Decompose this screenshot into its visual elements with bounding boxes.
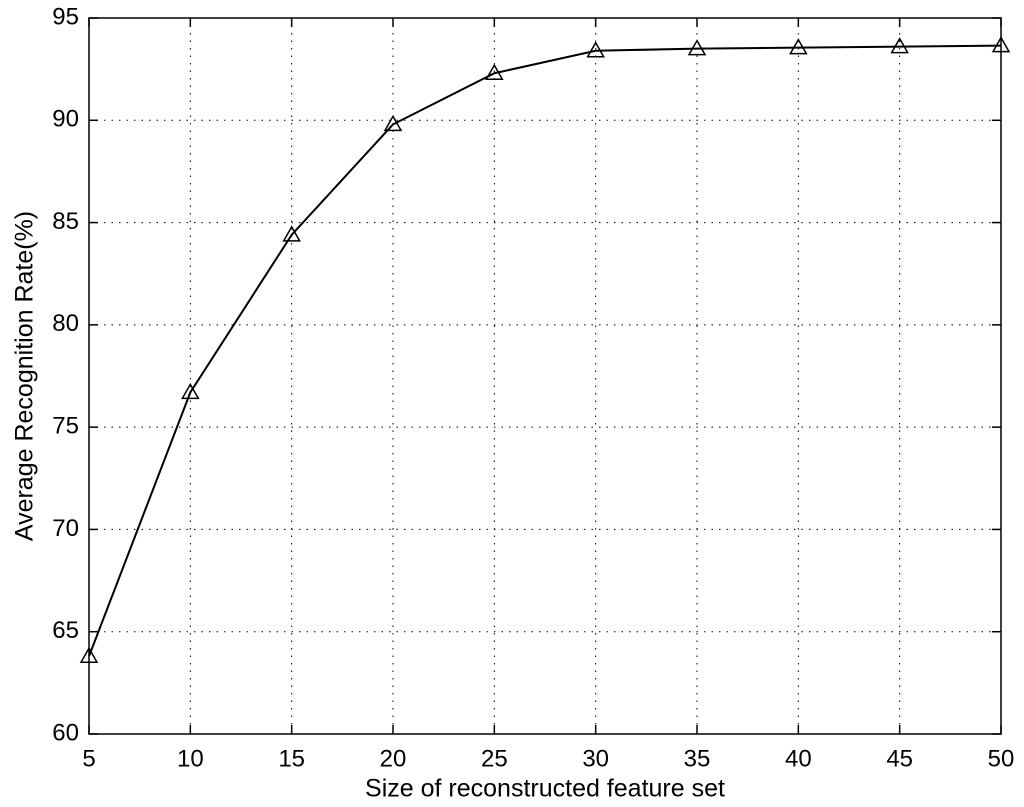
x-tick-label: 35 [684,745,711,772]
x-tick-label: 30 [582,745,609,772]
x-tick-label: 40 [785,745,812,772]
data-line [88,44,1002,657]
y-tick-label: 90 [52,106,79,133]
data-marker [282,225,301,242]
data-marker [890,37,909,54]
data-marker [181,382,200,400]
data-marker [991,36,1011,53]
x-axis-label: Size of reconstructed feature set [365,775,725,803]
y-tick-label: 60 [52,719,79,746]
x-tick-label: 45 [886,745,913,772]
x-tick-label: 5 [82,745,95,772]
x-tick-label: 20 [380,745,407,772]
y-tick-label: 95 [52,3,79,30]
x-tick-label: 50 [988,745,1015,772]
data-marker [586,41,605,58]
data-marker [79,646,99,664]
y-tick-label: 80 [52,310,79,337]
y-tick-label: 70 [52,515,79,542]
y-tick-label: 85 [52,208,79,235]
x-tick-label: 25 [481,745,508,772]
plot-frame [88,17,1002,735]
x-tick-label: 10 [177,745,204,772]
x-tick-label: 15 [278,745,305,772]
data-marker [789,38,808,55]
data-marker [485,63,504,80]
y-tick-label: 65 [52,617,79,644]
y-axis-label: Average Recognition Rate(%) [11,211,39,541]
y-tick-label: 75 [52,412,79,439]
data-marker [687,39,707,56]
data-marker [383,114,403,132]
